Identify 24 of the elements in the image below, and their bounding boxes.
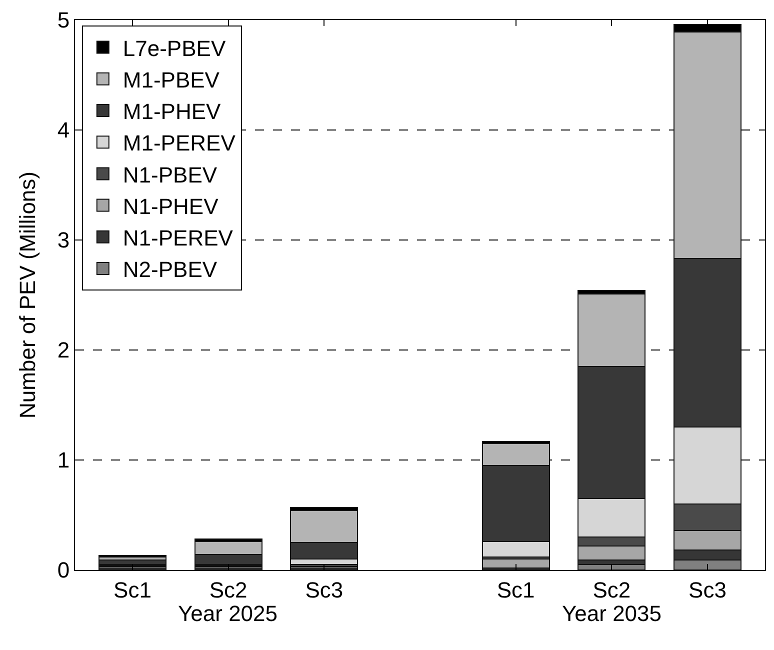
legend-label: N1-PEREV bbox=[122, 225, 234, 250]
text: Year 2035 bbox=[562, 601, 662, 626]
y-tick-label: 2 bbox=[57, 338, 70, 363]
legend-label: M1-PBEV bbox=[122, 67, 220, 92]
legend-label: N1-PBEV bbox=[122, 162, 218, 188]
y-tick-label: 4 bbox=[57, 118, 70, 143]
y-tick-label: 5 bbox=[57, 8, 70, 33]
x-tick-label: Sc3 bbox=[305, 577, 344, 602]
y-tick-label: 3 bbox=[57, 228, 70, 253]
legend-label: M1-PHEV bbox=[122, 99, 222, 124]
x-tick-label: Sc1 bbox=[114, 577, 152, 602]
x-tick-label: Sc3 bbox=[688, 577, 726, 602]
y-axis-title: Number of PEV (Millions) bbox=[15, 172, 40, 418]
bar bbox=[482, 558, 550, 568]
legend-label: N1-PHEV bbox=[122, 194, 219, 219]
legend-label: M1-PEREV bbox=[122, 130, 236, 156]
x-tick-label: Sc2 bbox=[592, 577, 631, 602]
y-tick-label: 0 bbox=[57, 558, 70, 583]
legend-label: N2-PBEV bbox=[122, 257, 218, 282]
y-tick-label: 1 bbox=[57, 448, 70, 473]
text: Year 2025 bbox=[178, 601, 278, 626]
x-tick-label: Sc1 bbox=[496, 577, 535, 602]
legend-label: L7e-PBEV bbox=[122, 36, 226, 61]
x-tick-label: Sc2 bbox=[209, 577, 248, 602]
